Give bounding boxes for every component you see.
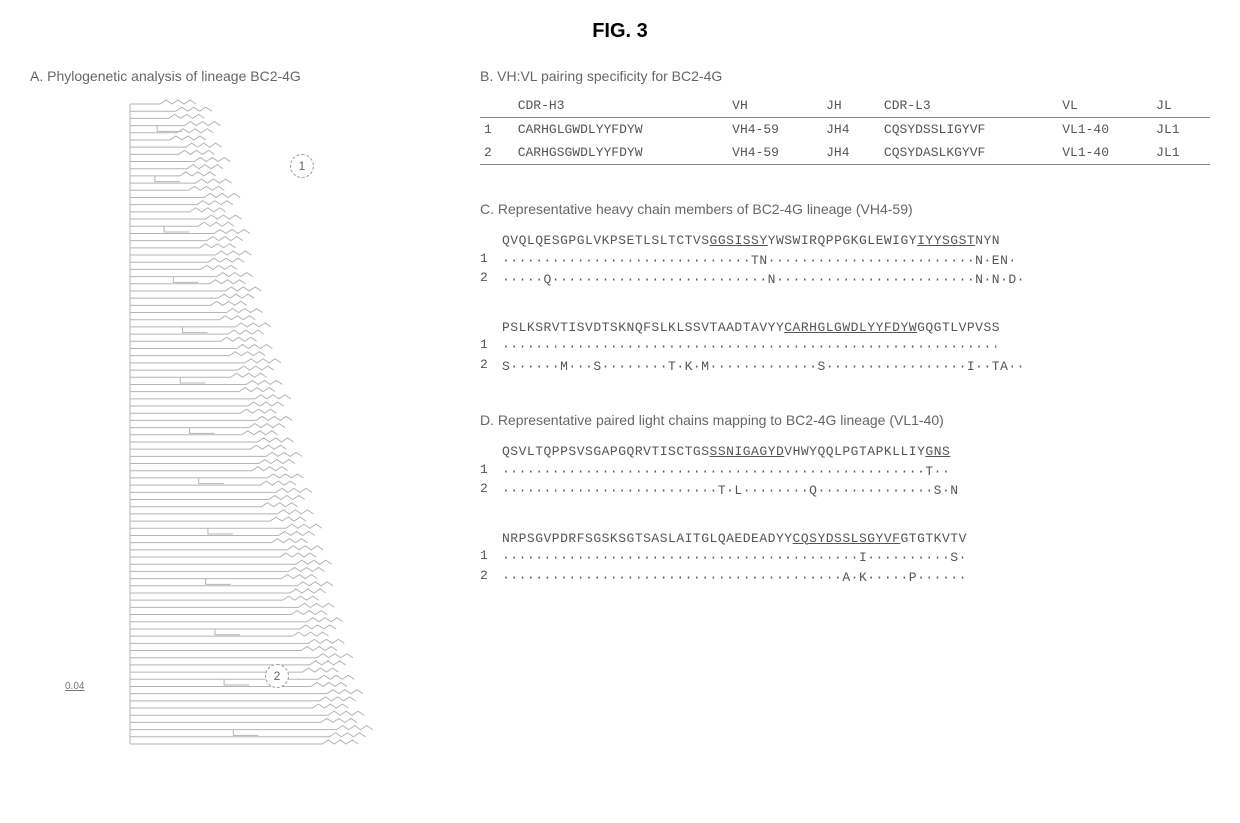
figure-content: A. Phylogenetic analysis of lineage BC2-… — [30, 68, 1210, 754]
panel-b-label: B. VH:VL pairing specificity for BC2-4G — [480, 68, 1210, 84]
sequence-row-text: ······························TN········… — [502, 251, 1017, 271]
tree-scale-label: 0.04 — [65, 681, 84, 692]
tree-scale-bar: 0.04 — [65, 681, 84, 694]
table-header-cell: CDR-H3 — [514, 94, 728, 118]
sequence-row: 2S······M···S········T·K·M·············S… — [480, 357, 1210, 377]
table-header-cell: JL — [1152, 94, 1210, 118]
sequence-reference: PSLKSRVTISVDTSKNQFSLKLSSVTAADTAVYYCARHGL… — [480, 318, 1210, 338]
sequence-group: QSVLTQPPSVSGAPGQRVTISCTGSSSNIGAGYDVHWYQQ… — [480, 442, 1210, 501]
sequence-row-index: 1 — [480, 251, 502, 271]
table-header-cell: VH — [728, 94, 822, 118]
tree-node-badge: 2 — [265, 664, 289, 688]
table-cell: JH4 — [822, 118, 880, 142]
table-cell: CQSYDSSLIGYVF — [880, 118, 1058, 142]
table-cell: VH4-59 — [728, 118, 822, 142]
table-cell: CQSYDASLKGYVF — [880, 141, 1058, 165]
sequence-row-text: ········································… — [502, 568, 967, 588]
sequence-row-text: ········································… — [502, 462, 950, 482]
table-header-cell: VL — [1058, 94, 1152, 118]
panel-a-label: A. Phylogenetic analysis of lineage BC2-… — [30, 68, 450, 84]
panel-c-label: C. Representative heavy chain members of… — [480, 201, 1210, 217]
sequence-reference: QSVLTQPPSVSGAPGQRVTISCTGSSSNIGAGYDVHWYQQ… — [480, 442, 1210, 462]
sequence-group: QVQLQESGPGLVKPSETLSLTCTVSGGSISSYYWSWIRQP… — [480, 231, 1210, 290]
table-cell: JL1 — [1152, 118, 1210, 142]
table-cell: VH4-59 — [728, 141, 822, 165]
panel-b: B. VH:VL pairing specificity for BC2-4G … — [480, 68, 1210, 165]
table-cell: 2 — [480, 141, 514, 165]
sequence-row-text: ··························T·L········Q··… — [502, 481, 959, 501]
sequence-row-index: 2 — [480, 568, 502, 588]
panel-d-label: D. Representative paired light chains ma… — [480, 412, 1210, 428]
table-cell: JL1 — [1152, 141, 1210, 165]
pairing-table: CDR-H3VHJHCDR-L3VLJL 1CARHGLGWDLYYFDYWVH… — [480, 94, 1210, 165]
tree-node-badge: 1 — [290, 154, 314, 178]
figure-title: FIG. 3 — [30, 20, 1210, 43]
table-cell: CARHGLGWDLYYFDYW — [514, 118, 728, 142]
sequence-row-index: 2 — [480, 481, 502, 501]
sequence-row: 1······························TN·······… — [480, 251, 1210, 271]
sequence-row: 1·······································… — [480, 462, 1210, 482]
sequence-group: PSLKSRVTISVDTSKNQFSLKLSSVTAADTAVYYCARHGL… — [480, 318, 1210, 377]
sequence-row-index: 1 — [480, 337, 502, 357]
right-column: B. VH:VL pairing specificity for BC2-4G … — [480, 68, 1210, 754]
sequence-row-text: ········································… — [502, 548, 967, 568]
table-header-cell — [480, 94, 514, 118]
table-cell: CARHGSGWDLYYFDYW — [514, 141, 728, 165]
sequence-row: 2·····Q··························N······… — [480, 270, 1210, 290]
panel-d: D. Representative paired light chains ma… — [480, 412, 1210, 587]
phylo-tree — [30, 94, 450, 754]
table-cell: VL1-40 — [1058, 118, 1152, 142]
sequence-row: 1·······································… — [480, 548, 1210, 568]
table-cell: JH4 — [822, 141, 880, 165]
sequence-group: NRPSGVPDRFSGSKSGTSASLAITGLQAEDEADYYCQSYD… — [480, 529, 1210, 588]
phylo-tree-wrap: 1 2 0.04 — [30, 94, 450, 754]
sequence-row-text: ········································… — [502, 337, 1000, 357]
sequence-row: 2··························T·L········Q·… — [480, 481, 1210, 501]
sequence-row-index: 2 — [480, 357, 502, 377]
sequence-row-text: S······M···S········T·K·M·············S·… — [502, 357, 1025, 377]
table-row: 2CARHGSGWDLYYFDYWVH4-59JH4CQSYDASLKGYVFV… — [480, 141, 1210, 165]
sequence-row-index: 2 — [480, 270, 502, 290]
sequence-row-text: ·····Q··························N·······… — [502, 270, 1025, 290]
table-header-cell: JH — [822, 94, 880, 118]
sequence-reference: QVQLQESGPGLVKPSETLSLTCTVSGGSISSYYWSWIRQP… — [480, 231, 1210, 251]
sequence-row: 1·······································… — [480, 337, 1210, 357]
table-cell: 1 — [480, 118, 514, 142]
sequence-reference: NRPSGVPDRFSGSKSGTSASLAITGLQAEDEADYYCQSYD… — [480, 529, 1210, 549]
table-row: 1CARHGLGWDLYYFDYWVH4-59JH4CQSYDSSLIGYVFV… — [480, 118, 1210, 142]
panel-a: A. Phylogenetic analysis of lineage BC2-… — [30, 68, 450, 754]
table-cell: VL1-40 — [1058, 141, 1152, 165]
table-header-cell: CDR-L3 — [880, 94, 1058, 118]
sequence-row-index: 1 — [480, 548, 502, 568]
sequence-row-index: 1 — [480, 462, 502, 482]
panel-c: C. Representative heavy chain members of… — [480, 201, 1210, 376]
sequence-row: 2·······································… — [480, 568, 1210, 588]
